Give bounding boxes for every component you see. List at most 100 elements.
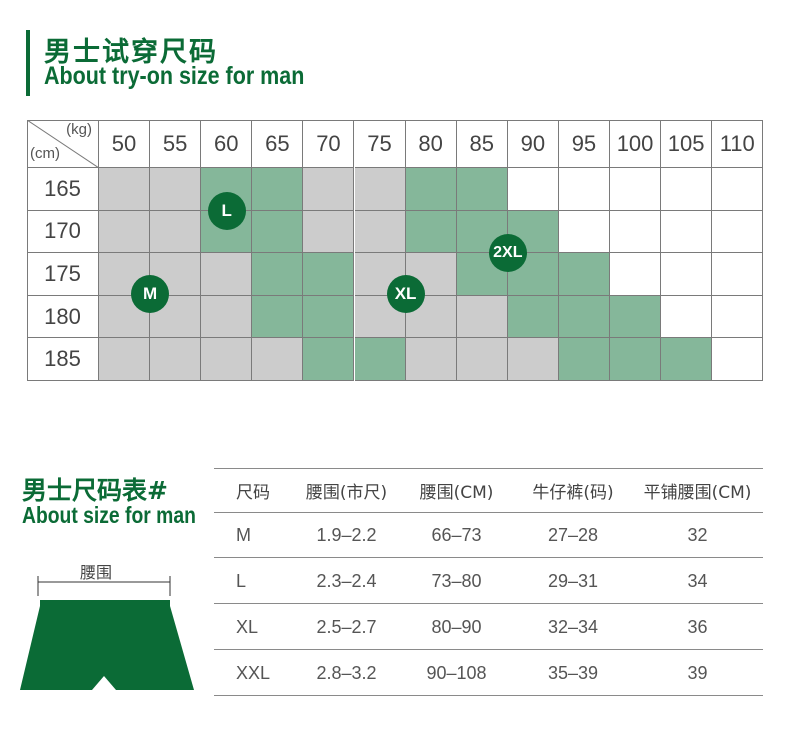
weight-header-55: 55: [150, 120, 202, 168]
grid-cell: [661, 338, 713, 381]
table-cell: M: [236, 524, 251, 545]
header-accent-bar: [26, 30, 30, 96]
grid-cell: [558, 295, 610, 339]
grid-cell: [405, 210, 457, 254]
grid-cell: [661, 295, 713, 339]
size-badge-2xl: 2XL: [488, 234, 527, 273]
tryon-size-grid: (kg) (cm) 50 55 60 65 70 75 80 85 90 95 100 105 110 165…: [27, 120, 764, 381]
weight-header-80: 80: [405, 120, 457, 168]
table-cell: 39: [687, 662, 708, 683]
grid-cell: [661, 210, 713, 254]
grid-cell: [712, 295, 764, 339]
grid-cell: [303, 253, 355, 296]
grid-cell: [201, 295, 253, 339]
table-cell: 29–31: [547, 570, 599, 591]
grid-cell: [252, 210, 304, 254]
grid-cell: [99, 168, 151, 211]
grid-cell: [712, 253, 764, 296]
grid-cell: [303, 295, 355, 339]
grid-cell: [610, 253, 662, 296]
weight-header-110: 110: [712, 120, 764, 168]
size-table-title-en: About size for man: [22, 502, 196, 528]
table-header-cell: 平铺腰围(CM): [643, 482, 752, 503]
page-title-en: About try-on size for man: [44, 62, 305, 90]
table-cell: XXL: [236, 662, 271, 683]
grid-cell: [610, 295, 662, 339]
height-unit-label: (cm): [30, 145, 60, 162]
table-cell: 32: [687, 524, 708, 545]
grid-cell: [507, 338, 559, 381]
grid-cell: [150, 338, 202, 381]
weight-header-85: 85: [456, 120, 508, 168]
weight-header-75: 75: [354, 120, 406, 168]
table-cell: 36: [687, 616, 708, 637]
grid-cell: [507, 168, 559, 211]
table-cell: 80–90: [431, 616, 482, 637]
grid-cell: [99, 338, 151, 381]
height-label-165: 165: [27, 168, 99, 211]
table-header-cell: 腰围(市尺): [305, 482, 388, 503]
grid-cell: [99, 210, 151, 254]
grid-cell: [354, 210, 406, 254]
grid-cell: [558, 253, 610, 296]
grid-cell: [150, 210, 202, 254]
table-row: L 2.3–2.4 73–80 29–31 34: [214, 559, 763, 604]
table-header-row: 尺码 腰围(市尺) 腰围(CM) 牛仔裤(码) 平铺腰围(CM): [214, 468, 763, 513]
table-row: XL 2.5–2.7 80–90 32–34 36: [214, 605, 763, 650]
grid-cell: [252, 168, 304, 211]
grid-cell: [354, 168, 406, 211]
table-top-rule: [214, 468, 763, 469]
table-cell: 32–34: [547, 616, 599, 637]
weight-header-100: 100: [610, 120, 662, 168]
weight-header-65: 65: [252, 120, 304, 168]
grid-cell: [252, 338, 304, 381]
grid-cell: [150, 168, 202, 211]
grid-cell: [712, 168, 764, 211]
weight-header-95: 95: [558, 120, 610, 168]
weight-header-50: 50: [99, 120, 151, 168]
grid-cell: [252, 253, 304, 296]
page-title-cn: 男士试穿尺码: [44, 37, 218, 68]
weight-unit-label: (kg): [66, 121, 92, 138]
height-label-180: 180: [27, 295, 99, 339]
grid-cell: [405, 338, 457, 381]
size-badge-l: L: [207, 191, 246, 230]
table-cell: 2.5–2.7: [316, 616, 377, 637]
table-cell: 34: [687, 570, 708, 591]
weight-header-90: 90: [507, 120, 559, 168]
table-cell: 35–39: [547, 662, 599, 683]
grid-cell: [456, 338, 508, 381]
grid-cell: [303, 210, 355, 254]
table-header-cell: 尺码: [236, 482, 270, 503]
table-cell: 66–73: [431, 524, 482, 545]
height-label-175: 175: [27, 253, 99, 296]
shorts-diagram: [20, 576, 194, 690]
table-cell: 1.9–2.2: [316, 524, 377, 545]
corner-diagonal: [27, 120, 99, 168]
grid-cell: [712, 210, 764, 254]
table-header-cell: 腰围(CM): [419, 482, 494, 503]
weight-header-105: 105: [661, 120, 713, 168]
table-row: M 1.9–2.2 66–73 27–28 32: [214, 513, 763, 558]
weight-header-60: 60: [201, 120, 253, 168]
table-row: XXL 2.8–3.2 90–108 35–39 39: [214, 651, 763, 696]
grid-cell: [405, 168, 457, 211]
table-cell: XL: [236, 616, 259, 637]
grid-cell: [303, 338, 355, 381]
table-cell: 27–28: [547, 524, 599, 545]
size-table-title-cn: 男士尺码表#: [22, 476, 168, 505]
table-cell: 2.3–2.4: [316, 570, 377, 591]
table-header-cell: 牛仔裤(码): [532, 482, 614, 503]
grid-cell: [661, 253, 713, 296]
table-cell: L: [236, 570, 247, 591]
grid-cell: [610, 338, 662, 381]
grid-cell: [558, 338, 610, 381]
size-badge-xl: XL: [386, 274, 425, 313]
height-label-170: 170: [27, 210, 99, 254]
grid-corner-cell: (kg) (cm): [27, 120, 99, 168]
grid-cell: [610, 210, 662, 254]
grid-cell: [456, 210, 508, 254]
grid-cell: [558, 210, 610, 254]
table-cell: 73–80: [431, 570, 482, 591]
shorts-shape: [20, 600, 194, 690]
